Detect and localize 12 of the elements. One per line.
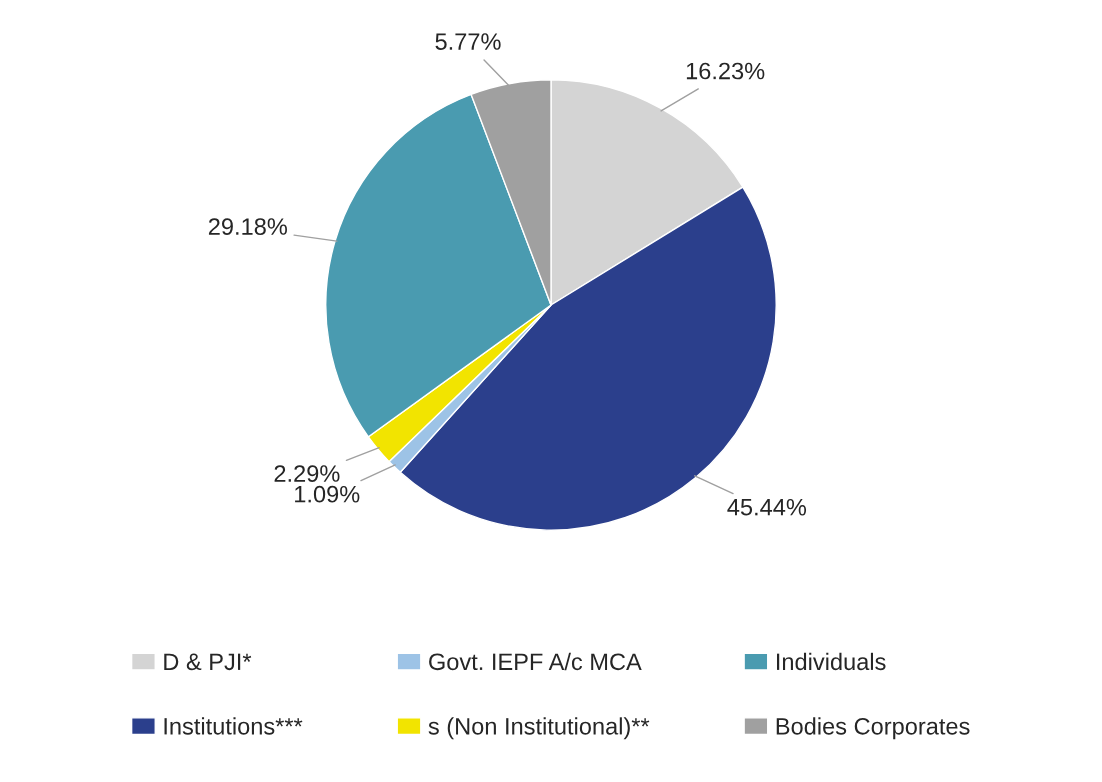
legend-label: D & PJI* bbox=[164, 653, 252, 671]
legend-label: Govt. IEPF A/c MCA bbox=[429, 652, 642, 671]
legend-label: Institutions*** bbox=[164, 717, 303, 735]
legend-label: Individuals bbox=[777, 652, 886, 671]
data-label: 2.29% bbox=[274, 465, 340, 482]
data-label: 5.77% bbox=[435, 33, 501, 50]
data-label: 16.23% bbox=[686, 62, 765, 80]
legend-label: s (Non Institutional)** bbox=[428, 717, 650, 740]
data-label: 29.18% bbox=[208, 218, 287, 235]
legend-label: Bodies Corporates bbox=[776, 717, 970, 740]
data-label: 45.44% bbox=[727, 498, 807, 516]
data-label: 1.09% bbox=[295, 485, 360, 503]
